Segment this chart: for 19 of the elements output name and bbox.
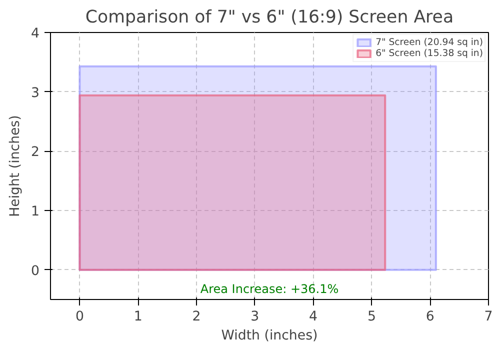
x-axis-title: Width (inches) [221, 328, 318, 344]
y-tick-label: 2 [31, 145, 40, 160]
x-tick-label: 1 [134, 310, 142, 324]
x-tick-label: 3 [250, 310, 260, 324]
y-tick-label: 3 [31, 86, 40, 101]
y-axis-title: Height (inches) [8, 115, 24, 217]
chart-title: Comparison of 7" vs 6" (16:9) Screen Area [85, 8, 454, 28]
legend-label: 7" Screen (20.94 sq in) [376, 37, 483, 48]
x-tick-label: 5 [367, 310, 376, 324]
y-tick-label: 0 [31, 264, 40, 279]
y-tick-label: 1 [31, 204, 40, 220]
annotation: Area Increase: +36.1% [200, 282, 339, 296]
y-tick-label: 4 [31, 26, 40, 42]
x-tick-label: 2 [192, 310, 201, 324]
x-tick-label: 6 [426, 310, 434, 324]
x-tick-label: 4 [309, 310, 318, 324]
x-tick-label: 0 [75, 310, 84, 324]
x-tick-label: 7 [484, 310, 493, 324]
legend-label: 6" Screen (15.38 sq in) [376, 48, 483, 59]
